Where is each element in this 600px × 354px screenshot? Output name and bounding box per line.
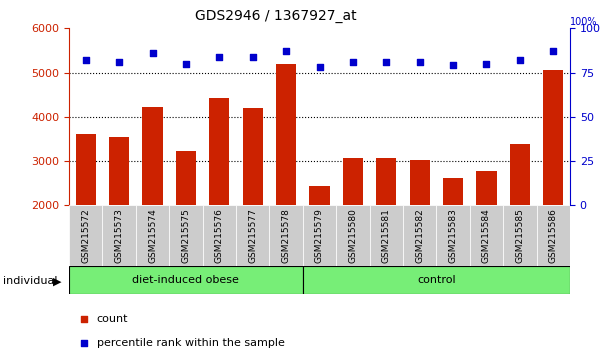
FancyBboxPatch shape [69,205,103,266]
Text: GSM215586: GSM215586 [549,208,558,263]
Bar [242,108,263,294]
Text: GSM215580: GSM215580 [349,208,358,263]
Text: GSM215577: GSM215577 [248,208,257,263]
Point [548,48,558,54]
Bar [276,64,296,294]
Bar [109,137,129,294]
FancyBboxPatch shape [503,205,536,266]
FancyBboxPatch shape [336,205,370,266]
Bar [310,186,329,294]
Point [482,61,491,67]
Bar [76,134,96,294]
Bar [476,171,497,294]
Text: control: control [417,275,456,285]
FancyBboxPatch shape [436,205,470,266]
Text: GSM215574: GSM215574 [148,208,157,263]
Text: GSM215576: GSM215576 [215,208,224,263]
Text: individual: individual [3,276,58,286]
Bar [376,158,397,294]
FancyBboxPatch shape [136,205,169,266]
Bar [543,70,563,294]
Text: count: count [97,314,128,325]
FancyBboxPatch shape [303,266,570,294]
Point [448,63,458,68]
Text: GSM215583: GSM215583 [449,208,458,263]
FancyBboxPatch shape [69,266,303,294]
Text: GSM215578: GSM215578 [281,208,290,263]
Bar [176,152,196,294]
Text: GSM215572: GSM215572 [81,208,90,263]
FancyBboxPatch shape [203,205,236,266]
Point [215,54,224,59]
Point [181,61,191,67]
Text: GSM215584: GSM215584 [482,208,491,263]
FancyBboxPatch shape [236,205,269,266]
Point [451,11,461,17]
Bar [410,160,430,294]
Point [114,59,124,65]
Point [81,57,91,63]
FancyBboxPatch shape [169,205,203,266]
Point [515,57,524,63]
Point [451,228,461,234]
FancyBboxPatch shape [536,205,570,266]
Bar [443,178,463,294]
Text: GSM215573: GSM215573 [115,208,124,263]
Text: GSM215579: GSM215579 [315,208,324,263]
Point [415,59,425,65]
Point [315,64,325,70]
Text: GSM215582: GSM215582 [415,208,424,263]
Text: percentile rank within the sample: percentile rank within the sample [97,338,284,348]
Point [382,59,391,65]
Point [248,54,257,59]
Point [281,48,291,54]
FancyBboxPatch shape [370,205,403,266]
Bar [510,144,530,294]
FancyBboxPatch shape [403,205,436,266]
Point [348,59,358,65]
FancyBboxPatch shape [470,205,503,266]
FancyBboxPatch shape [103,205,136,266]
FancyBboxPatch shape [303,205,336,266]
Text: diet-induced obese: diet-induced obese [133,275,239,285]
FancyBboxPatch shape [269,205,303,266]
Text: GDS2946 / 1367927_at: GDS2946 / 1367927_at [195,9,357,23]
Text: ▶: ▶ [53,276,62,286]
Point [148,50,157,56]
Text: 100%: 100% [570,17,598,27]
Text: GSM215585: GSM215585 [515,208,524,263]
Bar [142,107,163,294]
Bar [343,159,363,294]
Text: GSM215581: GSM215581 [382,208,391,263]
Bar [209,98,229,294]
Text: GSM215575: GSM215575 [181,208,190,263]
